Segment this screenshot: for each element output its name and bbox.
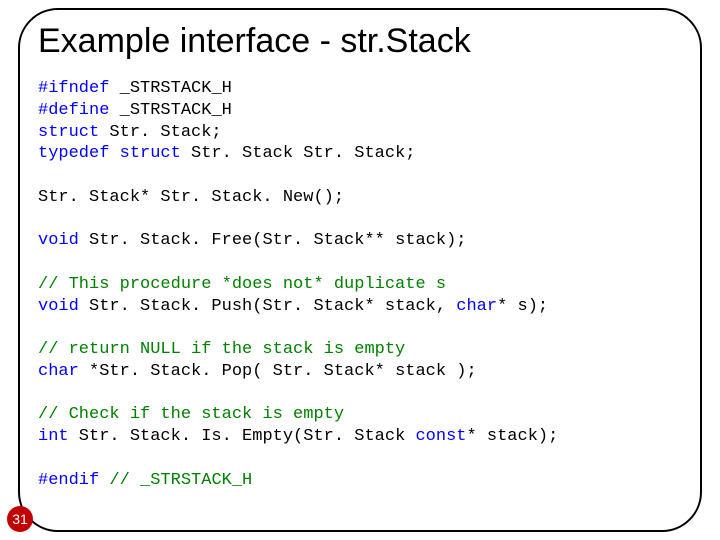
code-text: _STRSTACK_H <box>109 79 231 98</box>
code-block: #ifndef _STRSTACK_H #define _STRSTACK_H … <box>38 78 558 491</box>
code-kw: void <box>38 231 79 250</box>
code-kw: typedef <box>38 144 109 163</box>
code-text: _STRSTACK_H <box>109 101 231 120</box>
page-number-badge: 31 <box>7 506 33 532</box>
code-comment: // Check if the stack is empty <box>38 405 344 424</box>
code-text: Str. Stack. Push(Str. Stack* stack, <box>79 297 456 316</box>
code-kw: #endif <box>38 471 99 490</box>
code-text <box>109 144 119 163</box>
code-kw: struct <box>120 144 181 163</box>
code-text <box>99 471 109 490</box>
code-comment: // return NULL if the stack is empty <box>38 340 405 359</box>
code-kw: char <box>456 297 497 316</box>
code-text: *Str. Stack. Pop( Str. Stack* stack ); <box>79 362 477 381</box>
slide: Example interface - str.Stack #ifndef _S… <box>0 0 720 540</box>
code-kw: struct <box>38 123 99 142</box>
code-kw: void <box>38 297 79 316</box>
code-kw: const <box>415 427 466 446</box>
code-text: * stack); <box>466 427 558 446</box>
code-kw: int <box>38 427 69 446</box>
code-kw: #define <box>38 101 109 120</box>
slide-title: Example interface - str.Stack <box>38 22 471 61</box>
code-text: Str. Stack. Free(Str. Stack** stack); <box>79 231 467 250</box>
code-text: Str. Stack Str. Stack; <box>181 144 416 163</box>
code-comment: // This procedure *does not* duplicate s <box>38 275 446 294</box>
code-kw: char <box>38 362 79 381</box>
code-text: Str. Stack* Str. Stack. New(); <box>38 188 344 207</box>
code-text: * s); <box>497 297 548 316</box>
code-comment: // _STRSTACK_H <box>109 471 252 490</box>
code-kw: #ifndef <box>38 79 109 98</box>
code-text: Str. Stack; <box>99 123 221 142</box>
code-text: Str. Stack. Is. Empty(Str. Stack <box>69 427 416 446</box>
